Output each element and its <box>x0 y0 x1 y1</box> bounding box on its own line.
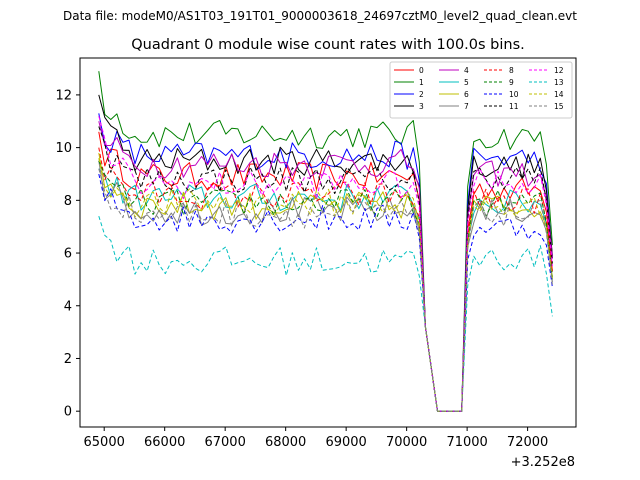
legend-label-8: 8 <box>509 66 514 75</box>
series-line-12 <box>98 115 553 412</box>
series-line-13 <box>98 215 553 412</box>
legend-label-7: 7 <box>464 102 469 111</box>
legend-label-2: 2 <box>419 90 424 99</box>
legend-label-0: 0 <box>419 66 424 75</box>
series-line-15 <box>98 168 553 412</box>
x-tick-label: 66000 <box>144 435 185 450</box>
series-lines <box>98 71 553 412</box>
legend-label-14: 14 <box>554 90 564 99</box>
chart-suptitle: Data file: modeM0/AS1T03_191T01_90000036… <box>63 9 577 23</box>
y-tick-label: 6 <box>64 247 72 262</box>
y-tick-label: 2 <box>64 352 72 367</box>
x-tick-label: 65000 <box>84 435 125 450</box>
series-line-14 <box>98 158 553 412</box>
legend-label-10: 10 <box>509 90 519 99</box>
plot-area: 65000 66000 67000 68000 69000 70000 71000 72000… <box>55 57 577 450</box>
legend-box <box>389 61 573 119</box>
x-tick-label: 68000 <box>265 435 306 450</box>
x-tick-label: 67000 <box>204 435 245 450</box>
legend-label-15: 15 <box>554 102 564 111</box>
series-line-1 <box>98 71 553 412</box>
legend-label-13: 13 <box>554 78 564 87</box>
legend-label-5: 5 <box>464 78 469 87</box>
legend-label-9: 9 <box>509 78 514 87</box>
x-axis-offset-label: +3.252e8 <box>511 455 575 470</box>
y-tick-label: 12 <box>55 88 72 103</box>
x-tick-label: 72000 <box>507 435 548 450</box>
series-line-3 <box>98 94 553 412</box>
y-tick-label: 8 <box>64 194 72 209</box>
series-line-10 <box>98 173 553 412</box>
x-tick-label: 71000 <box>446 435 487 450</box>
y-tick-label: 10 <box>55 141 72 156</box>
series-line-11 <box>98 126 553 412</box>
legend-label-4: 4 <box>464 66 469 75</box>
x-tick-label: 69000 <box>325 435 366 450</box>
legend-label-11: 11 <box>509 102 519 111</box>
legend-label-1: 1 <box>419 78 424 87</box>
series-line-4 <box>98 121 553 412</box>
series-line-8 <box>98 147 553 412</box>
legend-label-6: 6 <box>464 90 469 99</box>
series-line-9 <box>98 160 553 412</box>
chart-title: Quadrant 0 module wise count rates with … <box>131 37 525 53</box>
y-tick-label: 4 <box>64 299 72 314</box>
series-line-5 <box>98 168 553 412</box>
series-line-2 <box>98 113 553 412</box>
legend-label-3: 3 <box>419 102 424 111</box>
x-tick-label: 70000 <box>386 435 427 450</box>
series-line-6 <box>98 152 553 412</box>
legend-label-12: 12 <box>554 66 564 75</box>
axes-frame <box>79 57 577 428</box>
y-tick-label: 0 <box>64 405 72 420</box>
